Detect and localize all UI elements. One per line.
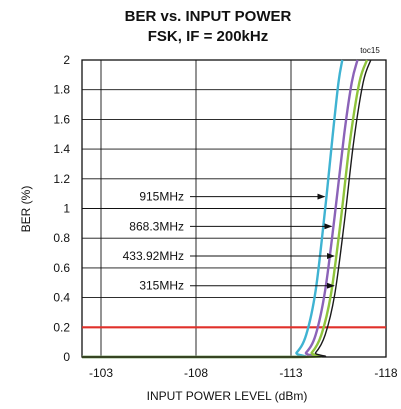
x-tick-label: -118 [374, 366, 397, 380]
y-axis-label: BER (%) [19, 186, 33, 233]
annotation-label: 868.3MHz [129, 219, 184, 233]
y-tick-label: 2 [63, 53, 70, 67]
y-tick-label: 1 [63, 202, 70, 216]
y-tick-label: 0.6 [53, 261, 70, 275]
y-tick-label: 1.8 [53, 83, 70, 97]
annotation-label: 915MHz [139, 190, 184, 204]
y-tick-label: 0.8 [53, 231, 70, 245]
figure-code: toc15 [360, 46, 380, 55]
annotation-label: 315MHz [139, 279, 184, 293]
y-tick-label: 0 [63, 350, 70, 364]
series-line-315mhz [82, 59, 372, 358]
x-tick-label: -103 [89, 366, 113, 380]
x-tick-label: -108 [184, 366, 208, 380]
y-tick-label: 0.4 [53, 291, 70, 305]
x-axis-label: INPUT POWER LEVEL (dBm) [147, 389, 308, 403]
chart-subtitle: FSK, IF = 200kHz [148, 28, 268, 45]
y-tick-label: 0.2 [53, 320, 70, 334]
y-tick-label: 1.6 [53, 112, 70, 126]
annotation-label: 433.92MHz [123, 249, 184, 263]
plot-area: 0 0.2 0.4 0.6 0.8 1 1.2 1.4 1.6 1.8 2 -103 -108 -113 -… [53, 53, 398, 380]
y-tick-label: 1.2 [53, 172, 70, 186]
y-tick-label: 1.4 [53, 142, 70, 156]
x-tick-label: -113 [279, 366, 302, 380]
chart-title: BER vs. INPUT POWER [125, 8, 292, 25]
